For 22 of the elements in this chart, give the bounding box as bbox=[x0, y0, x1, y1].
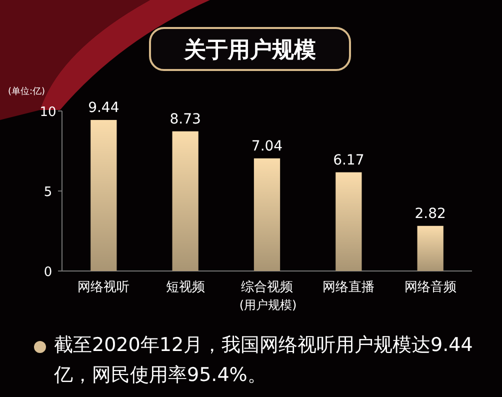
y-axis-title: (单位:亿) bbox=[8, 86, 46, 97]
data-label: 8.73 bbox=[170, 111, 201, 128]
x-tick-label: 综合视频 bbox=[241, 280, 293, 295]
bar bbox=[172, 131, 198, 271]
bar bbox=[90, 120, 117, 271]
y-tick-label: 0 bbox=[44, 265, 52, 280]
text: 截至2020年12月，我国网络视听用户规模达9.44亿，网民使用率95.4%。 bbox=[54, 333, 474, 388]
chart-title: 关于用户规模 bbox=[183, 37, 316, 63]
data-label: 2.82 bbox=[414, 206, 446, 222]
data-label: 9.44 bbox=[88, 100, 120, 116]
x-axis-title: (用户规模) bbox=[239, 298, 297, 312]
y-tick-label: 5 bbox=[44, 185, 52, 200]
y-tick-label: 10 bbox=[40, 105, 56, 120]
x-tick-label: 网络视听 bbox=[78, 280, 130, 295]
x-tick-label: 网络直播 bbox=[322, 280, 375, 295]
bar bbox=[417, 226, 444, 271]
data-label: 6.17 bbox=[333, 152, 364, 168]
bar bbox=[336, 172, 362, 271]
x-tick-label: 网络音频 bbox=[404, 280, 456, 295]
data-label: 7.04 bbox=[251, 138, 283, 154]
bar bbox=[254, 158, 280, 271]
x-tick-label: 短视频 bbox=[166, 280, 205, 295]
